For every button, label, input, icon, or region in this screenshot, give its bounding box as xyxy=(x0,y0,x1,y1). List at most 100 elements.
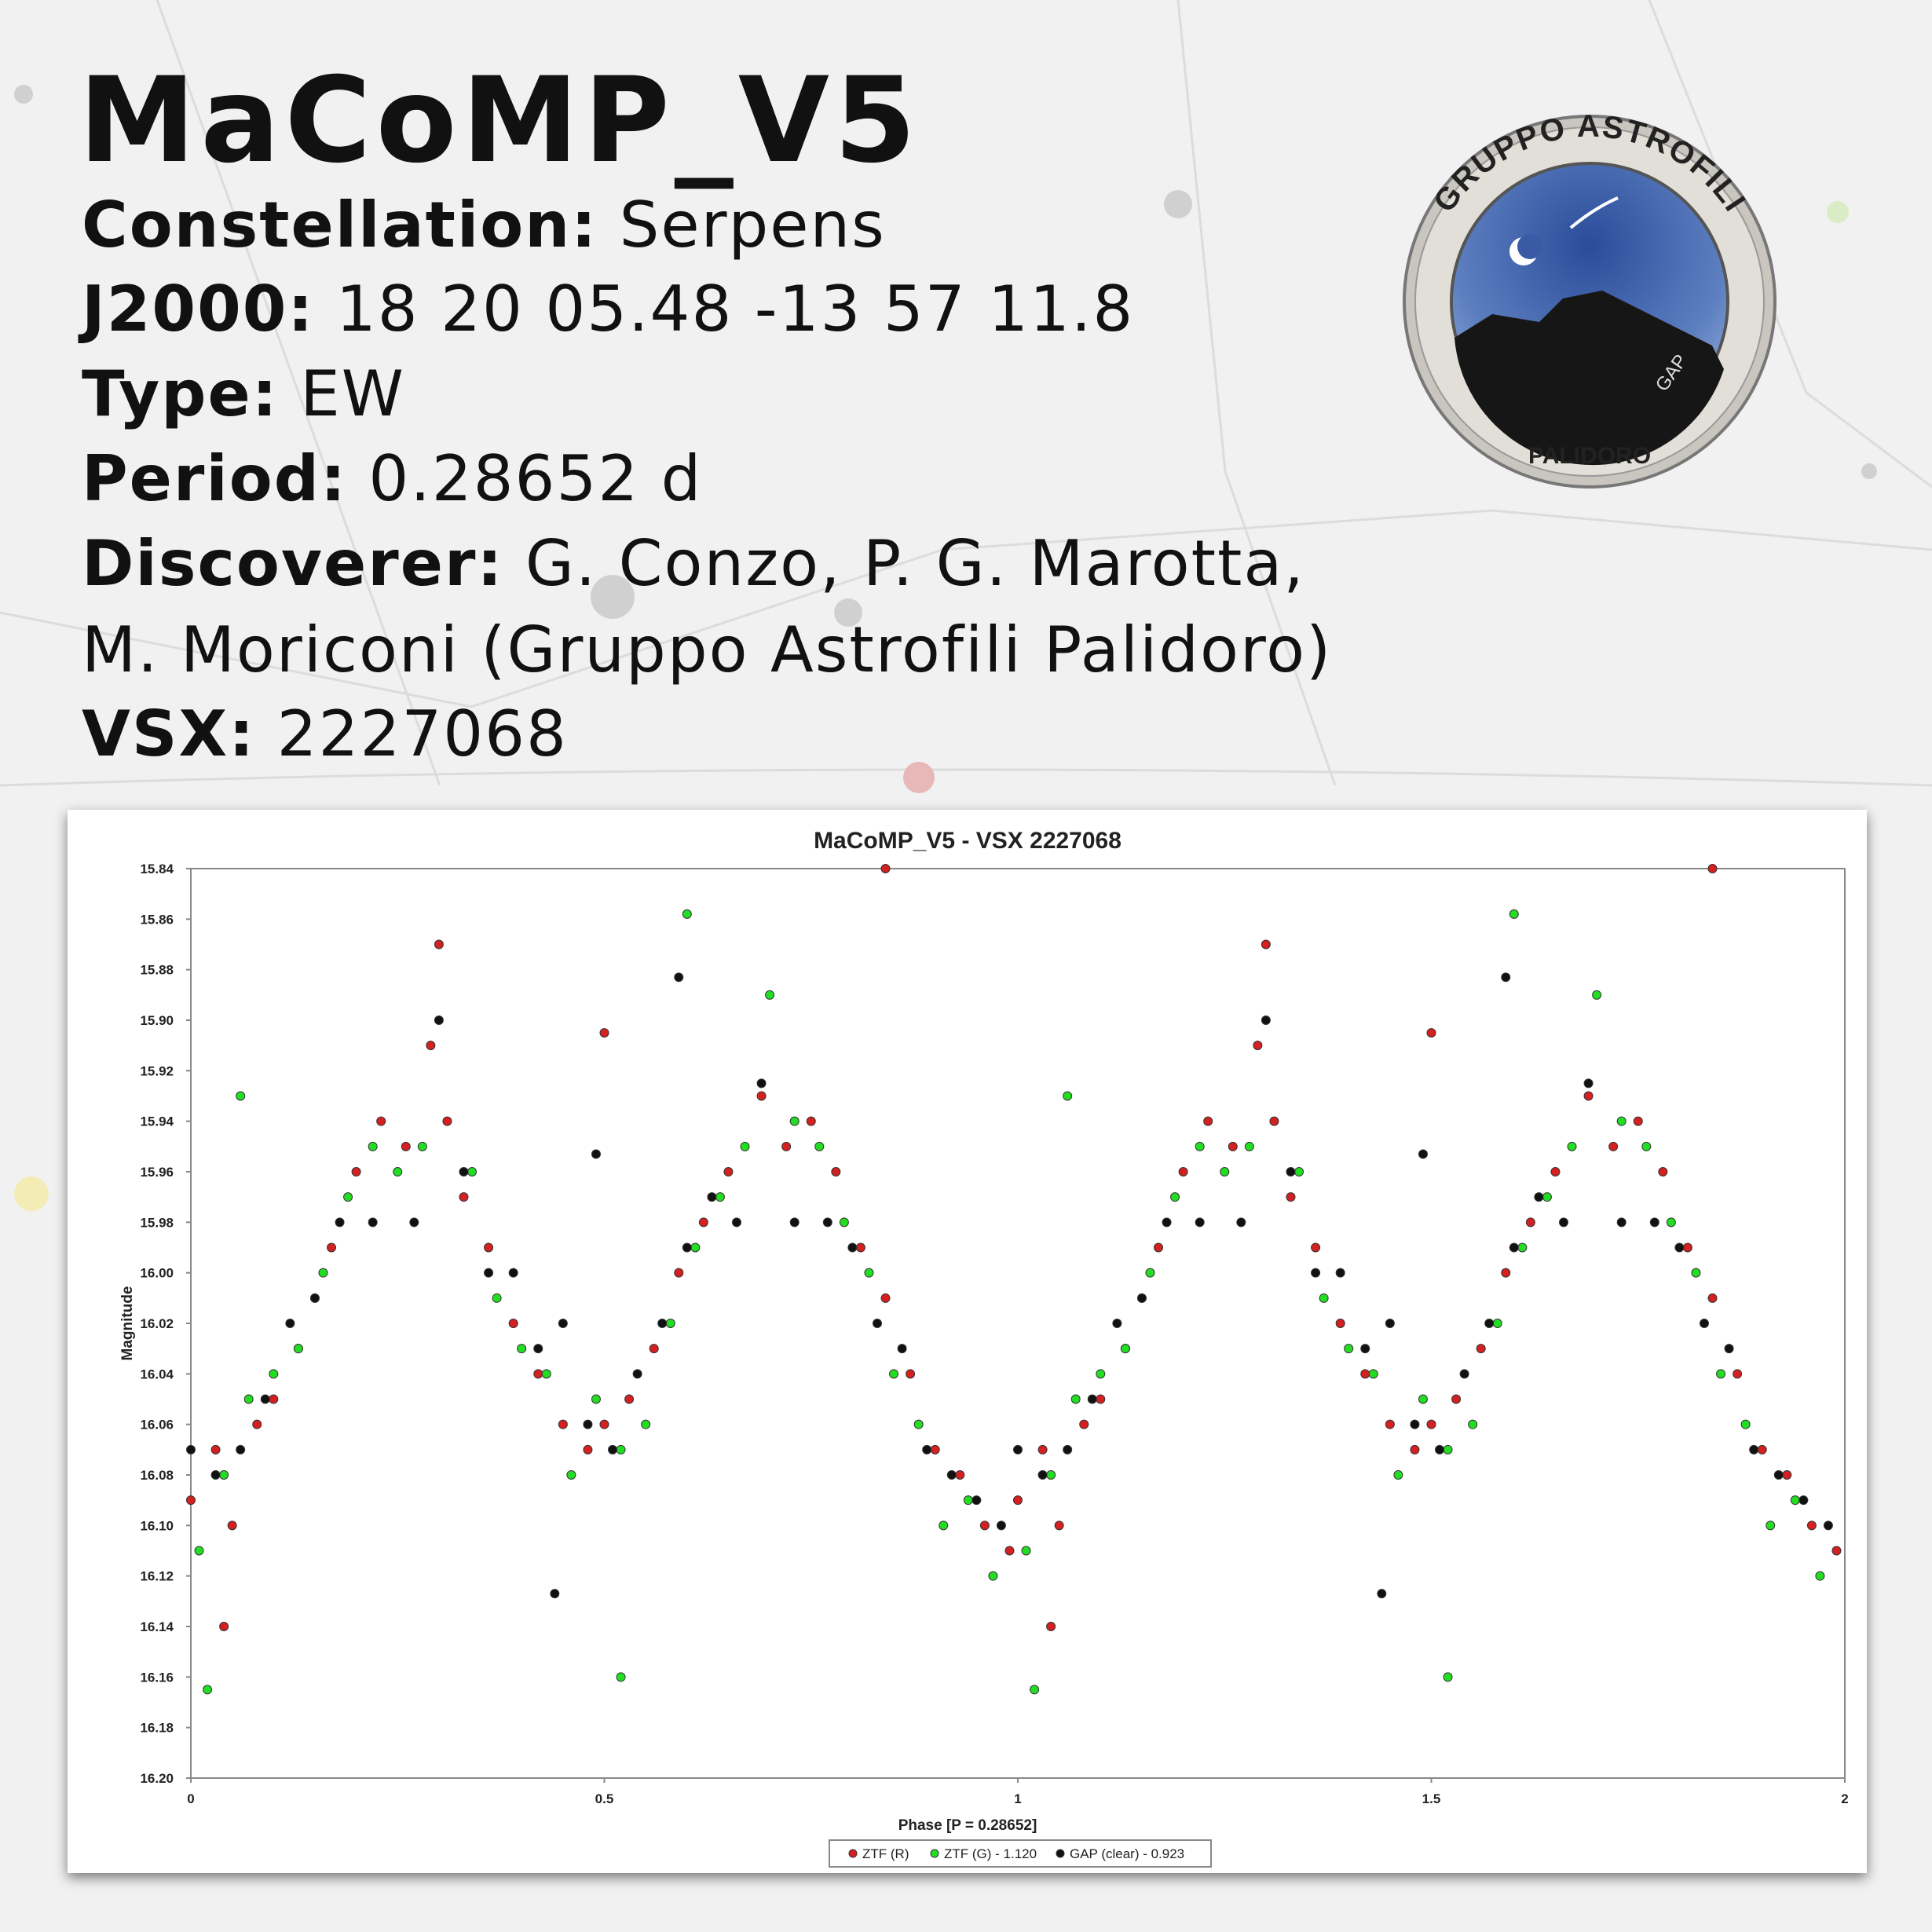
data-point xyxy=(1311,1268,1321,1278)
data-point xyxy=(756,1091,767,1101)
info-label: VSX: xyxy=(82,697,255,770)
data-point xyxy=(979,1520,990,1531)
data-point xyxy=(227,1520,237,1531)
data-point xyxy=(1583,1091,1594,1101)
data-point xyxy=(1311,1242,1321,1253)
legend-label: GAP (clear) - 0.923 xyxy=(1070,1846,1184,1861)
data-point xyxy=(1286,1167,1296,1176)
data-point xyxy=(1682,1242,1692,1253)
data-point xyxy=(1046,1622,1056,1631)
data-point xyxy=(1517,1242,1528,1253)
data-point xyxy=(641,1419,651,1429)
data-point xyxy=(484,1242,494,1253)
data-point xyxy=(591,1394,601,1404)
data-point xyxy=(186,1444,196,1454)
data-point xyxy=(203,1685,213,1695)
data-point xyxy=(484,1268,494,1278)
data-point xyxy=(1261,1015,1271,1025)
data-point xyxy=(318,1268,328,1278)
data-point xyxy=(1476,1344,1486,1354)
data-point xyxy=(1451,1394,1462,1404)
data-point xyxy=(1757,1444,1767,1454)
y-tick-label: 15.96 xyxy=(140,1165,174,1180)
data-point xyxy=(1435,1444,1445,1454)
data-point xyxy=(533,1369,543,1379)
data-point xyxy=(599,1028,609,1038)
data-point xyxy=(1592,990,1602,1000)
data-point xyxy=(434,1015,444,1025)
data-point xyxy=(1542,1192,1552,1202)
data-point xyxy=(1567,1141,1577,1151)
legend-marker xyxy=(1056,1849,1065,1858)
data-point xyxy=(1377,1589,1387,1599)
chart: MaCoMP_V5 - VSX 2227068 Phase [P = 0.286… xyxy=(119,828,1849,1868)
data-point xyxy=(1815,1571,1825,1581)
data-point xyxy=(243,1394,254,1404)
chart-title: MaCoMP_V5 - VSX 2227068 xyxy=(814,828,1122,854)
data-point xyxy=(1054,1520,1064,1531)
data-point xyxy=(1087,1394,1097,1404)
data-point xyxy=(922,1444,932,1454)
data-point xyxy=(682,909,692,919)
info-space xyxy=(314,273,335,346)
data-point xyxy=(1070,1394,1081,1404)
data-point xyxy=(1410,1444,1420,1454)
data-point xyxy=(517,1344,527,1354)
data-point xyxy=(285,1319,295,1328)
data-point xyxy=(376,1116,386,1126)
data-point xyxy=(467,1167,478,1176)
data-point xyxy=(566,1470,576,1480)
data-point xyxy=(1170,1192,1180,1202)
info-label: Constellation: xyxy=(82,188,598,262)
data-point xyxy=(946,1470,957,1480)
data-point xyxy=(847,1242,858,1253)
data-point xyxy=(508,1268,518,1278)
data-point xyxy=(1360,1369,1370,1379)
data-point xyxy=(508,1319,518,1328)
data-point xyxy=(906,1369,916,1379)
x-tick-label: 1.5 xyxy=(1422,1791,1441,1806)
info-space xyxy=(503,527,525,600)
data-point xyxy=(674,972,684,982)
data-point xyxy=(219,1622,229,1631)
data-point xyxy=(1203,1116,1213,1126)
data-point xyxy=(971,1495,982,1506)
data-point xyxy=(236,1091,246,1101)
data-point xyxy=(872,1319,882,1328)
data-point xyxy=(591,1149,601,1159)
data-point xyxy=(1030,1685,1040,1695)
data-point xyxy=(1749,1444,1759,1454)
data-point xyxy=(260,1394,270,1404)
data-point xyxy=(781,1141,792,1151)
data-point xyxy=(1707,1293,1718,1303)
data-point xyxy=(1418,1394,1428,1404)
data-point xyxy=(1269,1116,1279,1126)
info-space xyxy=(598,188,619,262)
data-point xyxy=(1790,1495,1800,1506)
data-point xyxy=(409,1217,419,1228)
info-space xyxy=(347,442,368,515)
data-point xyxy=(756,1078,767,1089)
data-point xyxy=(1385,1419,1395,1429)
data-point xyxy=(541,1369,551,1379)
data-point xyxy=(426,1041,436,1051)
data-point xyxy=(1136,1293,1147,1303)
y-tick-label: 16.20 xyxy=(140,1771,174,1786)
data-point xyxy=(1228,1141,1238,1151)
data-point xyxy=(583,1419,593,1429)
data-point xyxy=(1410,1419,1420,1429)
info-value: 18 20 05.48 -13 57 11.8 xyxy=(336,273,1134,346)
data-point xyxy=(930,1444,940,1454)
info-label: Type: xyxy=(82,357,279,430)
data-point xyxy=(1178,1167,1188,1176)
data-point xyxy=(889,1369,899,1379)
data-point xyxy=(219,1470,229,1480)
data-point xyxy=(1079,1419,1089,1429)
y-tick-label: 15.90 xyxy=(140,1013,174,1028)
data-point xyxy=(434,939,444,950)
info-line: VSX: 2227068 xyxy=(82,697,568,770)
y-tick-label: 15.84 xyxy=(140,862,174,876)
info-line: Period: 0.28652 d xyxy=(82,442,702,515)
data-point xyxy=(1484,1319,1495,1328)
